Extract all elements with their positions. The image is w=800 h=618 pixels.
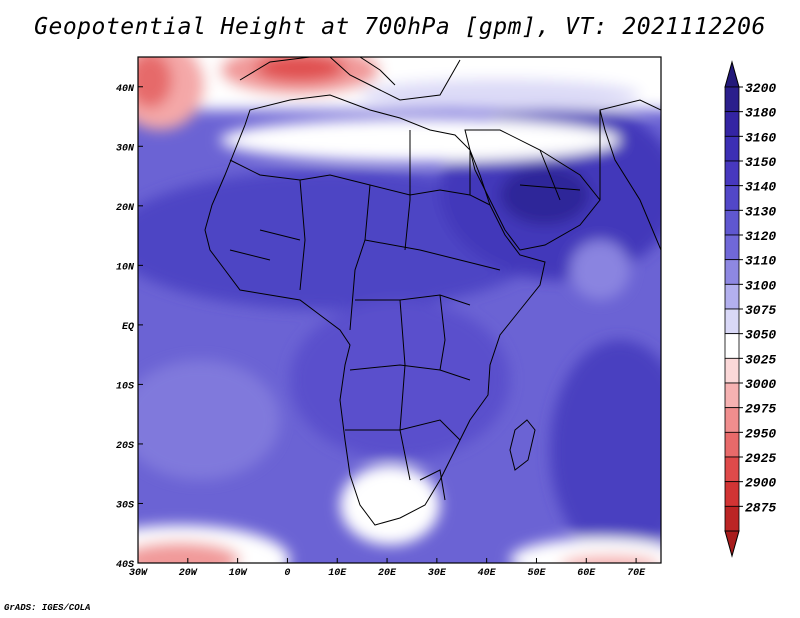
colorbar-swatch [724, 86, 740, 113]
x-tick-label: 30W [129, 568, 148, 579]
colorbar-swatch [724, 456, 740, 483]
colorbar-label: 2875 [745, 500, 776, 515]
colorbar-swatch [724, 283, 740, 310]
colorbar-label: 3075 [745, 303, 776, 318]
footer-credit: GrADS: IGES/COLA [4, 603, 91, 613]
x-tick-label: 20E [378, 568, 397, 579]
colorbar-label: 3000 [745, 377, 776, 392]
colorbar-swatch [724, 209, 740, 236]
colorbar-swatch [724, 481, 740, 507]
colorbar-swatch [724, 357, 740, 384]
x-tick-label: 10W [229, 568, 248, 579]
colorbar-swatch [724, 111, 740, 137]
colorbar-swatch [724, 160, 740, 187]
x-tick-label: 20W [179, 568, 198, 579]
map-title: Geopotential Height at 700hPa [gpm], VT:… [34, 14, 766, 40]
colorbar-swatch [724, 308, 740, 335]
y-tick-label: 40N [116, 84, 135, 95]
colorbar-top-arrow [724, 60, 740, 88]
colorbar-swatch [724, 259, 740, 285]
colorbar-label: 3150 [745, 155, 776, 170]
colorbar-label: 3120 [745, 229, 776, 244]
colorbar-label: 3025 [745, 352, 776, 367]
y-tick-label: 30N [116, 143, 135, 154]
colorbar: 3200 3180 3160 3150 3140 3130 3120 3110 3100 3075… [724, 60, 776, 558]
colorbar-label: 3200 [745, 81, 776, 96]
x-axis: 30W 20W 10W 0 10E 20E 30E 40E 50E 60E 70E [129, 558, 646, 579]
x-tick-label: 10E [328, 568, 347, 579]
colorbar-label: 3100 [745, 278, 776, 293]
colorbar-swatch [724, 382, 740, 409]
coastlines [204, 57, 661, 526]
colorbar-swatch [724, 234, 740, 261]
colorbar-label: 2950 [745, 426, 776, 441]
y-tick-label: 20N [116, 203, 135, 214]
colorbar-label: 2900 [745, 476, 776, 491]
colorbar-label: 3050 [745, 328, 776, 343]
y-tick-label: 10N [116, 262, 135, 273]
colorbar-swatch [724, 505, 740, 532]
y-tick-label: 20S [116, 441, 134, 452]
x-tick-label: 60E [577, 568, 596, 579]
colorbar-label: 3180 [745, 106, 776, 121]
colorbar-label: 2975 [745, 402, 776, 417]
colorbar-label: 2925 [745, 451, 776, 466]
x-tick-label: 0 [284, 568, 290, 579]
colorbar-label: 3160 [745, 130, 776, 145]
colorbar-bottom-arrow [724, 530, 740, 558]
y-tick-label: 40S [116, 560, 134, 571]
x-tick-label: 40E [478, 568, 497, 579]
colorbar-label: 3140 [745, 180, 776, 195]
colorbar-swatch [724, 333, 740, 359]
y-tick-label: EQ [122, 322, 134, 333]
colorbar-swatch [724, 407, 740, 433]
x-tick-label: 70E [627, 568, 646, 579]
y-tick-label: 30S [116, 500, 134, 511]
colorbar-swatch [724, 431, 740, 458]
y-axis: 40N 30N 20N 10N EQ 10S 20S 30S 40S [116, 84, 143, 571]
y-tick-label: 10S [116, 381, 134, 392]
colorbar-swatch [724, 185, 740, 211]
height-field [138, 57, 661, 563]
colorbar-label: 3110 [745, 254, 776, 269]
x-tick-label: 30E [428, 568, 447, 579]
colorbar-label: 3130 [745, 204, 776, 219]
colorbar-swatch [724, 135, 740, 162]
x-tick-label: 50E [527, 568, 546, 579]
map-frame [137, 56, 662, 564]
